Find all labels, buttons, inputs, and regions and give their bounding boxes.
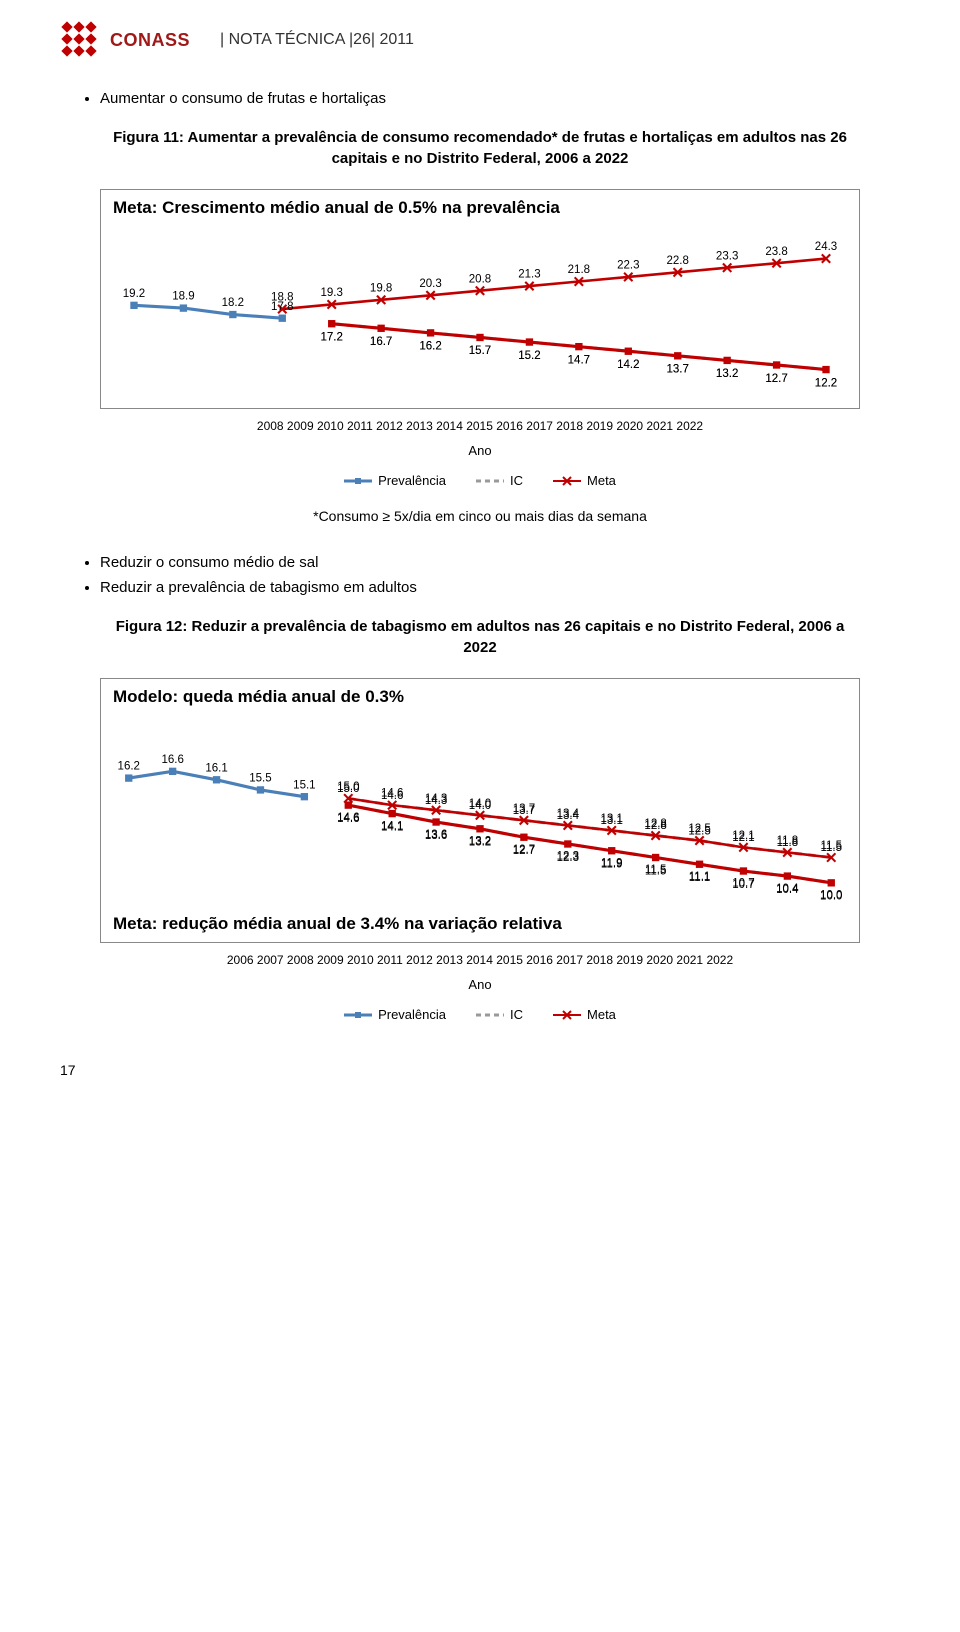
- legend-swatch-ic: [476, 475, 504, 487]
- page-header: CONASS | NOTA TÉCNICA |26| 2011: [60, 20, 900, 60]
- svg-text:21.3: 21.3: [518, 269, 540, 281]
- svg-text:14.7: 14.7: [568, 354, 590, 366]
- svg-text:16.7: 16.7: [370, 336, 392, 348]
- chart1-xlabel: Ano: [60, 443, 900, 458]
- svg-text:13.2: 13.2: [469, 837, 491, 849]
- svg-text:14.1: 14.1: [381, 822, 403, 834]
- chart1-box: Meta: Crescimento médio anual de 0.5% na…: [100, 189, 860, 409]
- chart1-xticks: 2008 2009 2010 2011 2012 2013 2014 2015 …: [100, 419, 860, 433]
- bullet-item: Aumentar o consumo de frutas e hortaliça…: [100, 90, 900, 107]
- svg-text:15.1: 15.1: [293, 780, 315, 792]
- svg-text:14.6: 14.6: [337, 813, 359, 825]
- chart1-svg: 18.819.319.820.320.821.321.822.322.823.3…: [113, 222, 847, 400]
- chart1-title: Meta: Crescimento médio anual de 0.5% na…: [113, 198, 847, 218]
- chart2-box: Modelo: queda média anual de 0.3% 15.0 14…: [100, 678, 860, 943]
- svg-text:16.6: 16.6: [161, 754, 183, 766]
- chart2-legend: Prevalência IC Meta: [60, 1007, 900, 1022]
- svg-text:19.2: 19.2: [123, 288, 145, 300]
- svg-text:12.1: 12.1: [732, 830, 754, 842]
- legend2-prevalencia-label: Prevalência: [378, 1007, 446, 1022]
- svg-text:14.0: 14.0: [469, 798, 491, 810]
- svg-text:13.6: 13.6: [425, 830, 447, 842]
- svg-text:12.2: 12.2: [815, 377, 837, 389]
- svg-text:10.4: 10.4: [776, 884, 799, 896]
- svg-text:11.1: 11.1: [689, 872, 711, 884]
- svg-text:10.0: 10.0: [820, 891, 842, 903]
- svg-text:23.3: 23.3: [716, 250, 738, 262]
- svg-text:11.9: 11.9: [601, 859, 623, 871]
- legend-ic: IC: [476, 473, 523, 488]
- svg-text:19.8: 19.8: [370, 282, 392, 294]
- svg-text:14.3: 14.3: [425, 793, 447, 805]
- svg-text:12.7: 12.7: [513, 845, 535, 857]
- page-number: 17: [60, 1062, 900, 1078]
- svg-text:19.3: 19.3: [320, 287, 342, 299]
- svg-text:12.3: 12.3: [557, 852, 579, 864]
- bullet-item: Reduzir a prevalência de tabagismo em ad…: [100, 579, 900, 596]
- svg-text:21.8: 21.8: [568, 264, 590, 276]
- svg-text:13.4: 13.4: [557, 808, 580, 820]
- svg-text:18.2: 18.2: [222, 297, 244, 309]
- svg-text:16.2: 16.2: [118, 761, 140, 773]
- svg-text:13.2: 13.2: [716, 368, 738, 380]
- legend2-swatch-meta: [553, 1009, 581, 1021]
- chart2-title: Modelo: queda média anual de 0.3%: [113, 687, 847, 707]
- note1: *Consumo ≥ 5x/dia em cinco ou mais dias …: [60, 508, 900, 524]
- svg-text:16.2: 16.2: [419, 341, 441, 353]
- svg-text:15.2: 15.2: [518, 350, 540, 362]
- svg-text:23.8: 23.8: [765, 246, 787, 258]
- legend2-swatch-prevalencia: [344, 1009, 372, 1021]
- svg-text:13.1: 13.1: [601, 813, 623, 825]
- chart2-xticks: 2006 2007 2008 2009 2010 2011 2012 2013 …: [100, 953, 860, 967]
- legend2-meta-label: Meta: [587, 1007, 616, 1022]
- chart2-xlabel: Ano: [60, 977, 900, 992]
- svg-text:12.8: 12.8: [644, 818, 666, 830]
- svg-text:22.8: 22.8: [667, 255, 689, 267]
- svg-text:15.5: 15.5: [249, 773, 271, 785]
- svg-text:16.1: 16.1: [205, 763, 227, 775]
- bullet-item: Reduzir o consumo médio de sal: [100, 554, 900, 571]
- svg-text:12.5: 12.5: [688, 823, 710, 835]
- chart2-svg: 15.0 14.6 14.3 14.0 13.7 13.4 13.1 12.8 12.5 12.1…: [113, 711, 847, 910]
- svg-text:11.8: 11.8: [777, 835, 799, 847]
- doc-label: | NOTA TÉCNICA |26| 2011: [220, 31, 414, 49]
- legend-meta-label: Meta: [587, 473, 616, 488]
- svg-text:14.6: 14.6: [381, 788, 403, 800]
- svg-text:17.8: 17.8: [271, 301, 293, 313]
- svg-text:13.7: 13.7: [513, 803, 535, 815]
- legend2-swatch-ic: [476, 1009, 504, 1021]
- legend-ic-label: IC: [510, 473, 523, 488]
- svg-text:15.0: 15.0: [337, 781, 359, 793]
- legend-meta: Meta: [553, 473, 616, 488]
- svg-text:12.7: 12.7: [765, 373, 787, 385]
- svg-text:22.3: 22.3: [617, 260, 639, 272]
- bullet-list-top: Aumentar o consumo de frutas e hortaliça…: [100, 90, 900, 107]
- svg-text:24.3: 24.3: [815, 241, 837, 253]
- svg-text:18.9: 18.9: [172, 291, 194, 303]
- chart2-subtitle: Meta: redução média anual de 3.4% na var…: [113, 914, 847, 934]
- svg-text:17.2: 17.2: [320, 331, 342, 343]
- svg-text:15.7: 15.7: [469, 345, 491, 357]
- figure2-caption: Figura 12: Reduzir a prevalência de taba…: [100, 616, 860, 658]
- legend2-prevalencia: Prevalência: [344, 1007, 446, 1022]
- svg-text:10.7: 10.7: [732, 879, 754, 891]
- brand-name: CONASS: [110, 30, 190, 51]
- chart1-legend: Prevalência IC Meta: [60, 473, 900, 488]
- legend2-ic: IC: [476, 1007, 523, 1022]
- figure1-caption: Figura 11: Aumentar a prevalência de con…: [100, 127, 860, 169]
- legend-swatch-meta: [553, 475, 581, 487]
- legend-prevalencia: Prevalência: [344, 473, 446, 488]
- svg-text:20.8: 20.8: [469, 273, 491, 285]
- svg-text:20.3: 20.3: [419, 278, 441, 290]
- svg-text:13.7: 13.7: [667, 364, 689, 376]
- conass-logo-icon: [60, 20, 100, 60]
- legend2-meta: Meta: [553, 1007, 616, 1022]
- svg-text:11.5: 11.5: [820, 840, 842, 852]
- legend-swatch-prevalencia: [344, 475, 372, 487]
- svg-text:11.5: 11.5: [645, 866, 667, 878]
- bullet-list-mid: Reduzir o consumo médio de sal Reduzir a…: [100, 554, 900, 596]
- legend-prevalencia-label: Prevalência: [378, 473, 446, 488]
- legend2-ic-label: IC: [510, 1007, 523, 1022]
- svg-text:14.2: 14.2: [617, 359, 639, 371]
